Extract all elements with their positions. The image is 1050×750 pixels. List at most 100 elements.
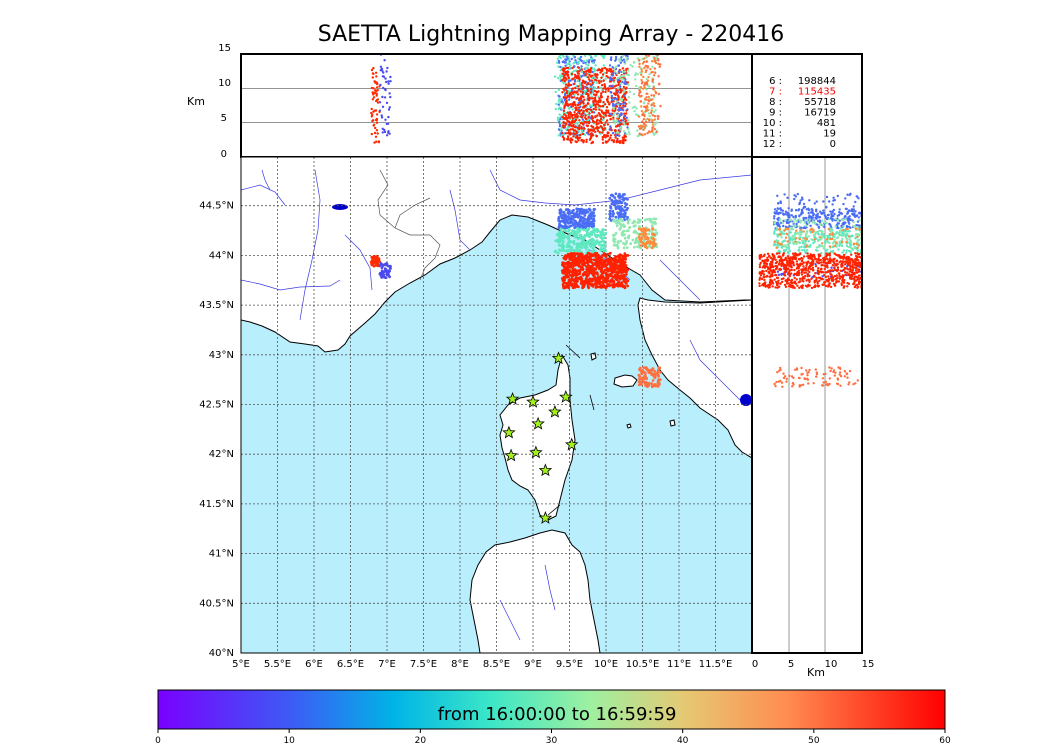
lightning-point xyxy=(571,266,575,269)
altitude-point xyxy=(574,126,577,129)
altitude-point xyxy=(582,61,585,65)
altitude-point xyxy=(568,107,571,111)
lightning-point xyxy=(600,262,603,265)
altitude-point xyxy=(608,85,611,88)
lat-altitude-point xyxy=(808,284,811,287)
lat-altitude-point xyxy=(833,266,836,269)
lightning-point xyxy=(610,283,614,287)
lat-altitude-point xyxy=(850,234,853,237)
lat-altitude-point xyxy=(812,233,816,237)
altitude-point xyxy=(615,100,618,103)
lat-altitude-point xyxy=(787,207,790,210)
lat-altitude-point xyxy=(819,223,822,226)
altitude-point xyxy=(603,54,606,58)
altitude-point xyxy=(616,103,620,106)
lightning-point xyxy=(583,214,587,217)
lat-altitude-point xyxy=(817,276,821,279)
altitude-point xyxy=(621,67,625,70)
lat-altitude-point xyxy=(839,212,842,215)
lat-altitude-point xyxy=(849,277,852,280)
altitude-point xyxy=(389,80,392,83)
lightning-point xyxy=(582,228,586,232)
altitude-point xyxy=(628,90,632,93)
lat-altitude-point xyxy=(850,246,853,250)
lightning-point xyxy=(590,266,594,269)
altitude-point xyxy=(568,92,572,95)
lightning-point xyxy=(574,253,577,256)
lightning-point xyxy=(612,243,616,247)
altitude-point xyxy=(604,114,607,117)
altitude-point xyxy=(610,139,614,142)
altitude-point xyxy=(383,128,386,132)
lightning-point xyxy=(601,254,605,257)
lightning-point xyxy=(618,205,621,208)
lightning-point xyxy=(590,284,593,287)
top-km-label: Km xyxy=(187,95,205,108)
altitude-point xyxy=(563,73,566,77)
lat-altitude-point xyxy=(840,244,844,248)
altitude-point xyxy=(600,84,604,87)
altitude-point xyxy=(654,59,657,62)
lat-altitude-point xyxy=(796,192,799,196)
altitude-point xyxy=(638,58,641,62)
lat-altitude-point xyxy=(811,211,814,214)
altitude-point xyxy=(562,121,565,125)
altitude-point xyxy=(573,90,576,93)
sardinia-land xyxy=(469,529,601,653)
lightning-point xyxy=(603,246,607,250)
lightning-point xyxy=(606,252,610,256)
altitude-point xyxy=(556,118,560,122)
lat-altitude-point xyxy=(807,254,811,258)
altitude-point xyxy=(562,116,566,120)
lat-altitude-point xyxy=(844,221,847,224)
montecristo-island xyxy=(626,423,632,429)
lat-altitude-point xyxy=(825,262,829,265)
lat-altitude-point xyxy=(778,242,781,246)
lightning-point xyxy=(637,380,641,383)
lat-altitude-point xyxy=(817,233,820,236)
lat-altitude-point xyxy=(775,212,778,215)
altitude-point xyxy=(372,123,376,126)
lightning-point xyxy=(616,240,620,244)
lat-altitude-point xyxy=(832,196,835,199)
lightning-point xyxy=(625,246,629,250)
lat-altitude-point xyxy=(791,228,795,231)
lightning-point xyxy=(595,271,598,275)
lat-altitude-point xyxy=(838,275,842,278)
lat-altitude-point xyxy=(791,284,794,288)
lightning-point xyxy=(576,279,579,283)
lat-altitude-point xyxy=(776,282,780,285)
altitude-point xyxy=(613,111,616,115)
lat-altitude-point xyxy=(840,233,843,236)
lightning-point xyxy=(567,230,570,233)
altitude-point xyxy=(567,55,570,59)
lightning-point xyxy=(619,261,623,265)
altitude-point xyxy=(609,136,612,140)
lat-altitude-point xyxy=(835,280,838,283)
lightning-point xyxy=(581,239,584,243)
altitude-point xyxy=(381,105,385,109)
altitude-point xyxy=(657,62,660,66)
lightning-point xyxy=(592,222,596,226)
lightning-point xyxy=(617,280,621,283)
lat-altitude-point xyxy=(785,221,789,225)
altitude-point xyxy=(586,124,589,128)
altitude-point xyxy=(588,73,591,77)
lat-altitude-point xyxy=(820,235,824,238)
altitude-point xyxy=(570,137,573,140)
lat-altitude-point xyxy=(813,257,817,260)
lat-altitude-point xyxy=(839,230,843,234)
lat-altitude-point xyxy=(812,253,816,257)
station-star-icon xyxy=(548,404,562,418)
altitude-point xyxy=(589,91,592,94)
station-count-value: 115435 xyxy=(798,87,836,98)
lat-altitude-point xyxy=(818,220,822,223)
lightning-point xyxy=(625,240,628,243)
lat-altitude-point xyxy=(787,282,790,285)
lightning-point xyxy=(654,217,658,221)
lightning-point xyxy=(587,286,591,290)
station-count-value: 198844 xyxy=(798,76,836,87)
lat-altitude-point xyxy=(782,263,786,266)
altitude-point xyxy=(587,63,590,67)
lat-altitude-point xyxy=(791,281,795,284)
